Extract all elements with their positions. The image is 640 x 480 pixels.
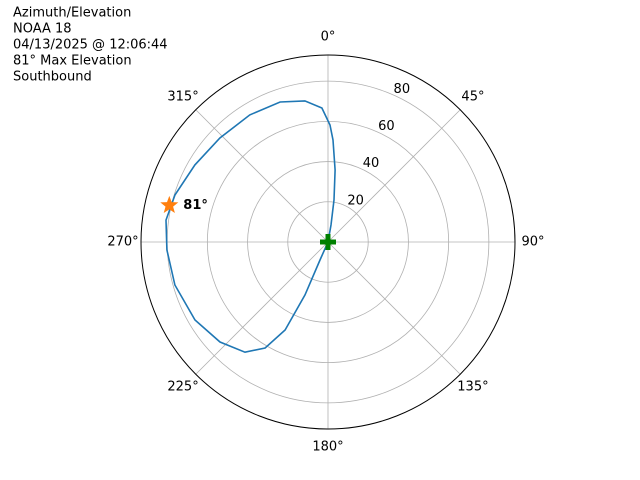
radial-tick-label: 60 [378, 119, 395, 134]
angle-tick-label: 90° [521, 235, 544, 250]
grid-spoke [327, 109, 461, 243]
angle-tick-label: 0° [321, 30, 336, 45]
angle-tick-label: 180° [312, 440, 343, 455]
grid-spoke [327, 241, 461, 375]
max-elevation-star [160, 195, 179, 213]
title-line: 04/13/2025 @ 12:06:44 [13, 38, 168, 53]
angle-tick-label: 315° [167, 90, 198, 105]
grid-spoke [195, 241, 329, 375]
title-line: Southbound [13, 70, 92, 85]
radial-tick-label: 20 [347, 193, 364, 208]
orbit-line [165, 100, 336, 354]
title-line: 81° Max Elevation [13, 54, 132, 69]
angle-tick-label: 225° [167, 379, 198, 394]
start-marker [320, 234, 336, 250]
angle-tick-label: 45° [461, 90, 484, 105]
angle-tick-label: 270° [107, 235, 138, 250]
polar-frame [140, 54, 516, 430]
radial-tick-label: 40 [363, 156, 380, 171]
title-line: NOAA 18 [13, 22, 72, 37]
angle-tick-label: 135° [457, 379, 488, 394]
grid-spoke [195, 109, 329, 243]
radial-tick-label: 80 [394, 82, 411, 97]
max-elevation-label: 81° [183, 198, 208, 213]
title-line: Azimuth/Elevation [13, 6, 131, 21]
